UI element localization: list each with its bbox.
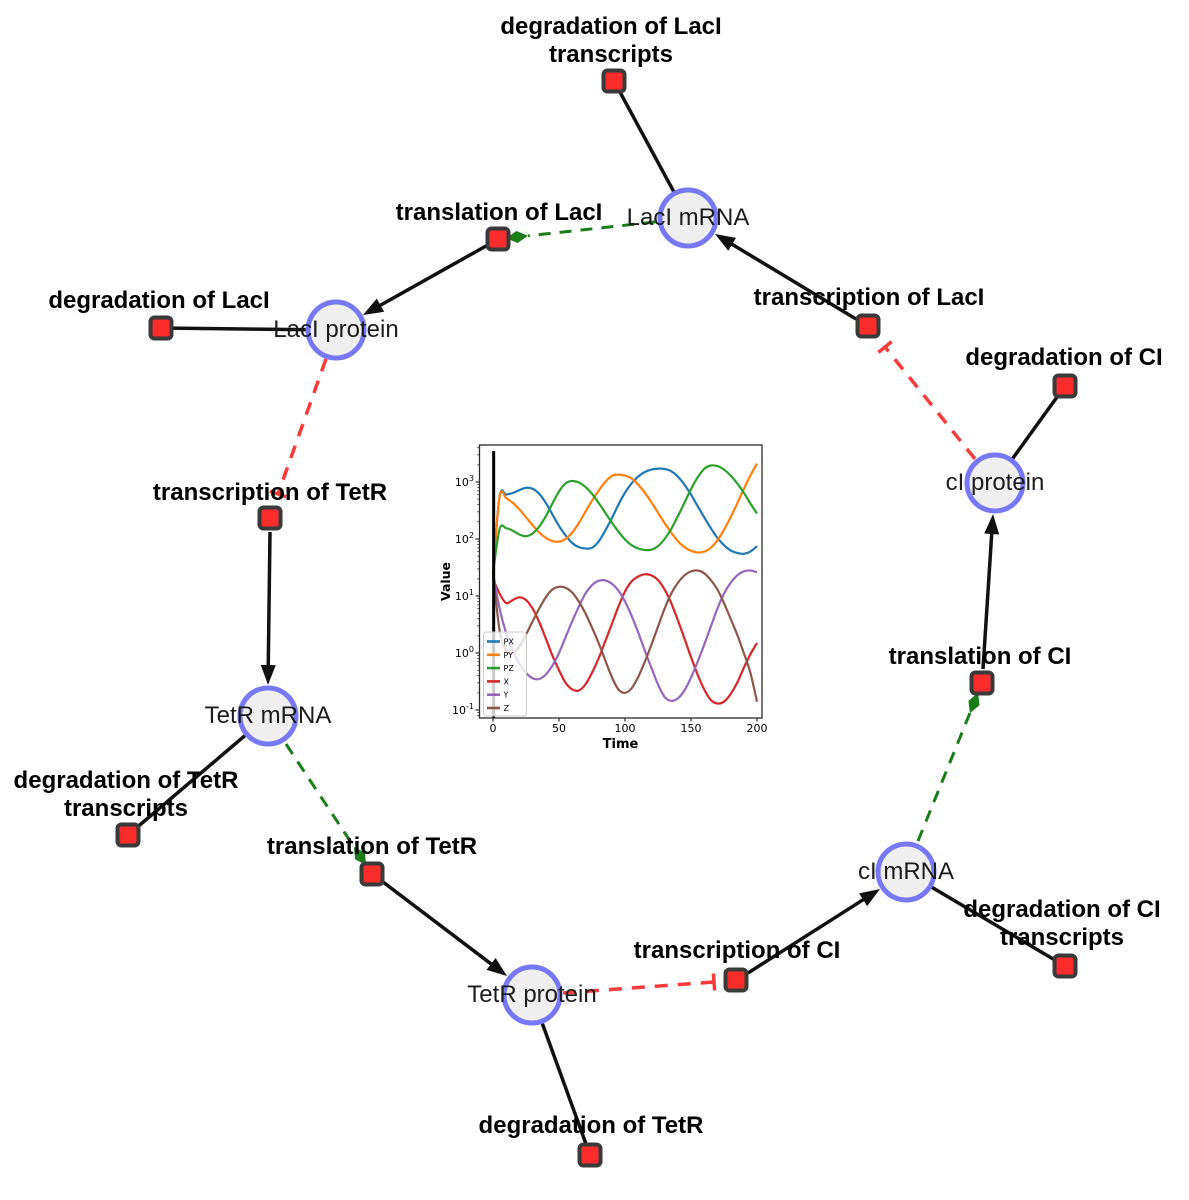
edge-degradation--cI-mRNA--degradation-of-cI-transcripts [905, 870, 1066, 968]
reaction-label-line: degradation of LacI [500, 13, 722, 40]
reaction-label-degradation-of-tetR-transcripts: degradation of TetR transcripts [14, 767, 239, 823]
reaction-label-line: translation of LacI [395, 199, 603, 226]
reaction-node-translation-of-cI[interactable] [969, 670, 995, 696]
reaction-label-line: degradation of CI [963, 896, 1161, 923]
reaction-node-degradation-of-lacI-transcripts[interactable] [601, 68, 627, 94]
edge-inhibition--tetR-protein--transcription-of-cI [562, 973, 717, 995]
species-label-cI-mRNA: cI mRNA [858, 858, 954, 885]
inhibition-tbar [711, 973, 717, 991]
modifier-diamond [506, 231, 528, 243]
arrowhead [984, 514, 1000, 535]
reaction-node-degradation-of-cI[interactable] [1052, 373, 1078, 399]
reaction-label-line: degradation of CI [965, 344, 1163, 371]
edge-inhibition--cI-protein--transcription-of-lacI [877, 340, 977, 461]
species-node-lacI-protein[interactable] [305, 299, 367, 361]
edge-production--translation-of-cI--cI-protein [981, 514, 1000, 670]
reaction-label-degradation-of-cI: degradation of CI [965, 344, 1162, 372]
reaction-label-transcription-of-cI: transcription of CI [634, 937, 841, 965]
edge-production--translation-of-tetR--tetR-protein [381, 880, 507, 976]
reaction-label-line: transcription of CI [633, 937, 841, 964]
reaction-label-degradation-of-lacI: degradation of LacI [48, 287, 269, 315]
reaction-label-line: translation of CI [888, 643, 1072, 670]
reaction-label-translation-of-cI: translation of CI [889, 643, 1072, 671]
reaction-label-line: transcripts [999, 924, 1125, 951]
reaction-label-line: transcripts [548, 41, 674, 68]
reaction-node-transcription-of-cI[interactable] [723, 967, 749, 993]
species-label-lacI-mRNA: LacI mRNA [626, 204, 750, 231]
edge-modifier--lacI-mRNA--translation-of-lacI [506, 220, 656, 243]
reaction-label-line: degradation of TetR [478, 1112, 704, 1139]
species-label-cI-protein: cI protein [945, 469, 1045, 496]
edge-production--transcription-of-tetR--tetR-mRNA [260, 531, 276, 685]
reaction-label-line: degradation of TetR [13, 767, 239, 794]
species-label-lacI-protein: LacI protein [273, 316, 399, 343]
modifier-diamond [968, 692, 980, 714]
reaction-node-translation-of-tetR[interactable] [359, 861, 385, 887]
reaction-label-line: translation of TetR [266, 833, 478, 860]
reaction-label-line: transcription of TetR [152, 479, 388, 506]
edge-production--transcription-of-cI--cI-mRNA [747, 889, 880, 975]
species-node-cI-mRNA[interactable] [875, 841, 937, 903]
reaction-label-translation-of-tetR: translation of TetR [267, 833, 477, 861]
species-label-tetR-mRNA: TetR mRNA [204, 702, 332, 729]
edge-production--transcription-of-lacI--lacI-mRNA [715, 234, 857, 321]
edge-modifier--tetR-mRNA--translation-of-tetR [284, 743, 367, 866]
edge-inhibition--lacI-protein--transcription-of-tetR [269, 358, 328, 499]
inhibition-tbar [269, 489, 287, 499]
reaction-label-line: transcripts [63, 795, 189, 822]
reaction-label-line: degradation of LacI [48, 287, 270, 314]
reaction-label-transcription-of-lacI: transcription of LacI [754, 284, 985, 312]
reaction-label-degradation-of-cI-transcripts: degradation of CI transcripts [963, 896, 1160, 952]
reaction-label-line: transcription of LacI [753, 284, 985, 311]
arrowhead [859, 889, 880, 907]
edge-production--translation-of-lacI--lacI-protein [363, 244, 487, 315]
inhibition-tbar [877, 340, 893, 354]
arrowhead [486, 957, 507, 976]
arrowhead [715, 234, 737, 251]
species-node-tetR-protein[interactable] [501, 964, 563, 1026]
reaction-label-degradation-of-lacI-transcripts: degradation of LacI transcripts [500, 13, 721, 69]
reaction-label-transcription-of-tetR: transcription of TetR [153, 479, 387, 507]
reaction-node-degradation-of-tetR-transcripts[interactable] [115, 822, 141, 848]
reaction-label-translation-of-lacI: translation of LacI [396, 199, 603, 227]
species-label-tetR-protein: TetR protein [467, 981, 597, 1008]
species-node-cI-protein[interactable] [964, 452, 1026, 514]
reaction-node-translation-of-lacI[interactable] [485, 226, 511, 252]
reaction-label-degradation-of-tetR: degradation of TetR [479, 1112, 704, 1140]
reaction-node-degradation-of-lacI[interactable] [148, 315, 174, 341]
reaction-node-degradation-of-tetR[interactable] [577, 1142, 603, 1168]
reaction-node-degradation-of-cI-transcripts[interactable] [1052, 953, 1078, 979]
reaction-node-transcription-of-lacI[interactable] [855, 313, 881, 339]
arrowhead [260, 664, 276, 685]
edge-modifier--cI-mRNA--translation-of-cI [916, 692, 980, 842]
reaction-node-transcription-of-tetR[interactable] [257, 505, 283, 531]
species-node-lacI-mRNA[interactable] [657, 187, 719, 249]
species-node-tetR-mRNA[interactable] [237, 685, 299, 747]
arrowhead [363, 298, 385, 315]
modifier-diamond [353, 846, 367, 866]
